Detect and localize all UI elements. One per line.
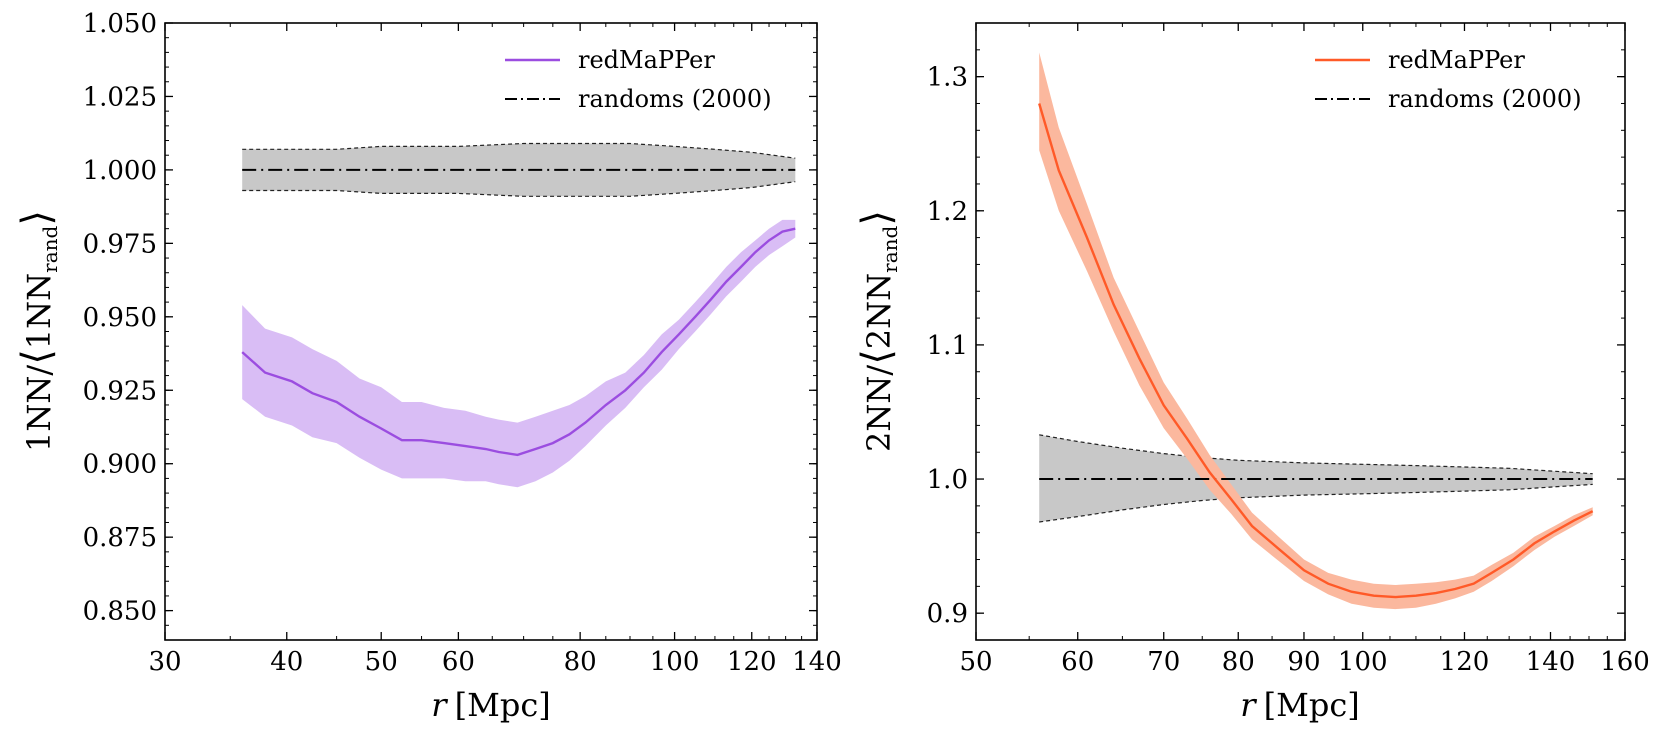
right-x-tick-label: 120 [1440, 647, 1490, 677]
left-redmapper-band [242, 219, 796, 488]
right-randoms-band [1039, 434, 1593, 522]
left-y-axis-rang: ⟩ [14, 210, 60, 226]
right-randoms-upper-edge [1039, 434, 1593, 475]
left-x-tick-label: 30 [148, 647, 181, 677]
left-x-tick-label: 40 [270, 647, 303, 677]
right-y-axis-lang: ⟨ [854, 349, 900, 365]
right-legend: redMaPPer randoms (2000) [1315, 46, 1582, 113]
left-x-tick-label: 80 [564, 647, 597, 677]
left-tick-labels: 30 40 50 60 80 100 120 140 0.850 0.875 0.900 0.925 0… [83, 9, 842, 677]
right-legend-randoms-label: randoms (2000) [1388, 85, 1582, 113]
left-legend: redMaPPer randoms (2000) [505, 46, 772, 113]
left-y-tick-label: 1.000 [83, 156, 157, 186]
right-y-tick-label: 1.3 [927, 63, 968, 93]
right-x-axis-unit: [Mpc] [1264, 686, 1360, 724]
right-legend-redmapper-label: redMaPPer [1388, 46, 1525, 74]
left-y-tick-label: 0.975 [83, 229, 157, 259]
left-y-tick-label: 1.050 [83, 9, 157, 39]
left-x-tick-label: 60 [442, 647, 475, 677]
left-legend-randoms-label: randoms (2000) [578, 85, 772, 113]
left-x-tick-label: 50 [365, 647, 398, 677]
left-y-axis-label: 1NN/⟨1NNrand⟩ [14, 210, 62, 452]
right-x-tick-label: 80 [1222, 647, 1255, 677]
left-x-axis-unit: [Mpc] [455, 686, 551, 724]
left-y-axis-sub: rand [38, 225, 62, 272]
left-bands [242, 142, 796, 488]
left-x-tick-label: 100 [650, 647, 700, 677]
right-y-axis-main: 2NN [860, 273, 898, 349]
right-bands [1039, 52, 1593, 610]
right-x-axis-label: r [Mpc] [1240, 686, 1359, 724]
right-panel: 50 60 70 80 90 100 120 140 160 0.9 1.0 1.1 1.2 1.3 re… [854, 22, 1650, 724]
left-x-axis-var: r [431, 686, 448, 724]
right-x-axis-var: r [1240, 686, 1257, 724]
left-y-tick-label: 0.950 [83, 303, 157, 333]
right-x-tick-label: 100 [1338, 647, 1388, 677]
right-x-tick-label: 70 [1147, 647, 1180, 677]
left-y-axis-num: 1NN/ [20, 365, 58, 452]
left-y-axis-main: 1NN [20, 273, 58, 349]
left-redmapper-line [241, 227, 796, 457]
left-randoms-upper-edge [242, 142, 796, 159]
right-y-tick-label: 1.2 [927, 197, 968, 227]
left-randoms-lower-edge [242, 181, 796, 197]
right-redmapper-line [1038, 103, 1594, 599]
left-legend-redmapper-label: redMaPPer [578, 46, 715, 74]
right-x-tick-label: 50 [959, 647, 992, 677]
left-y-axis-lang: ⟨ [14, 349, 60, 365]
left-y-tick-label: 0.900 [83, 450, 157, 480]
right-y-axis-rang: ⟩ [854, 210, 900, 226]
right-redmapper-band [1039, 52, 1593, 610]
right-y-tick-label: 1.1 [927, 331, 968, 361]
right-y-axis-sub: rand [878, 225, 902, 272]
left-randoms-band [242, 143, 796, 197]
left-x-axis-label: r [Mpc] [431, 686, 550, 724]
left-lines [241, 168, 796, 457]
left-y-tick-label: 0.850 [83, 597, 157, 627]
right-tick-labels: 50 60 70 80 90 100 120 140 160 0.9 1.0 1.1 1.2 1.3 [927, 63, 1650, 677]
right-x-tick-label: 60 [1061, 647, 1094, 677]
right-x-tick-label: 90 [1287, 647, 1320, 677]
left-y-tick-label: 1.025 [83, 82, 157, 112]
right-y-tick-label: 0.9 [927, 599, 968, 629]
right-x-tick-label: 140 [1526, 647, 1576, 677]
left-x-tick-label: 120 [727, 647, 777, 677]
right-axes-frame [975, 22, 1626, 641]
right-y-axis-label: 2NN/⟨2NNrand⟩ [854, 210, 902, 452]
left-axes-frame [164, 22, 818, 641]
right-x-tick-label: 160 [1600, 647, 1650, 677]
right-lines [1038, 103, 1594, 599]
left-panel: 30 40 50 60 80 100 120 140 0.850 0.875 0.900 0.925 0… [14, 9, 842, 724]
left-y-tick-label: 0.875 [83, 523, 157, 553]
right-y-tick-label: 1.0 [927, 465, 968, 495]
right-randoms-lower-edge [1039, 483, 1593, 523]
left-x-tick-label: 140 [792, 647, 842, 677]
right-y-axis-num: 2NN/ [860, 365, 898, 452]
left-y-tick-label: 0.925 [83, 376, 157, 406]
